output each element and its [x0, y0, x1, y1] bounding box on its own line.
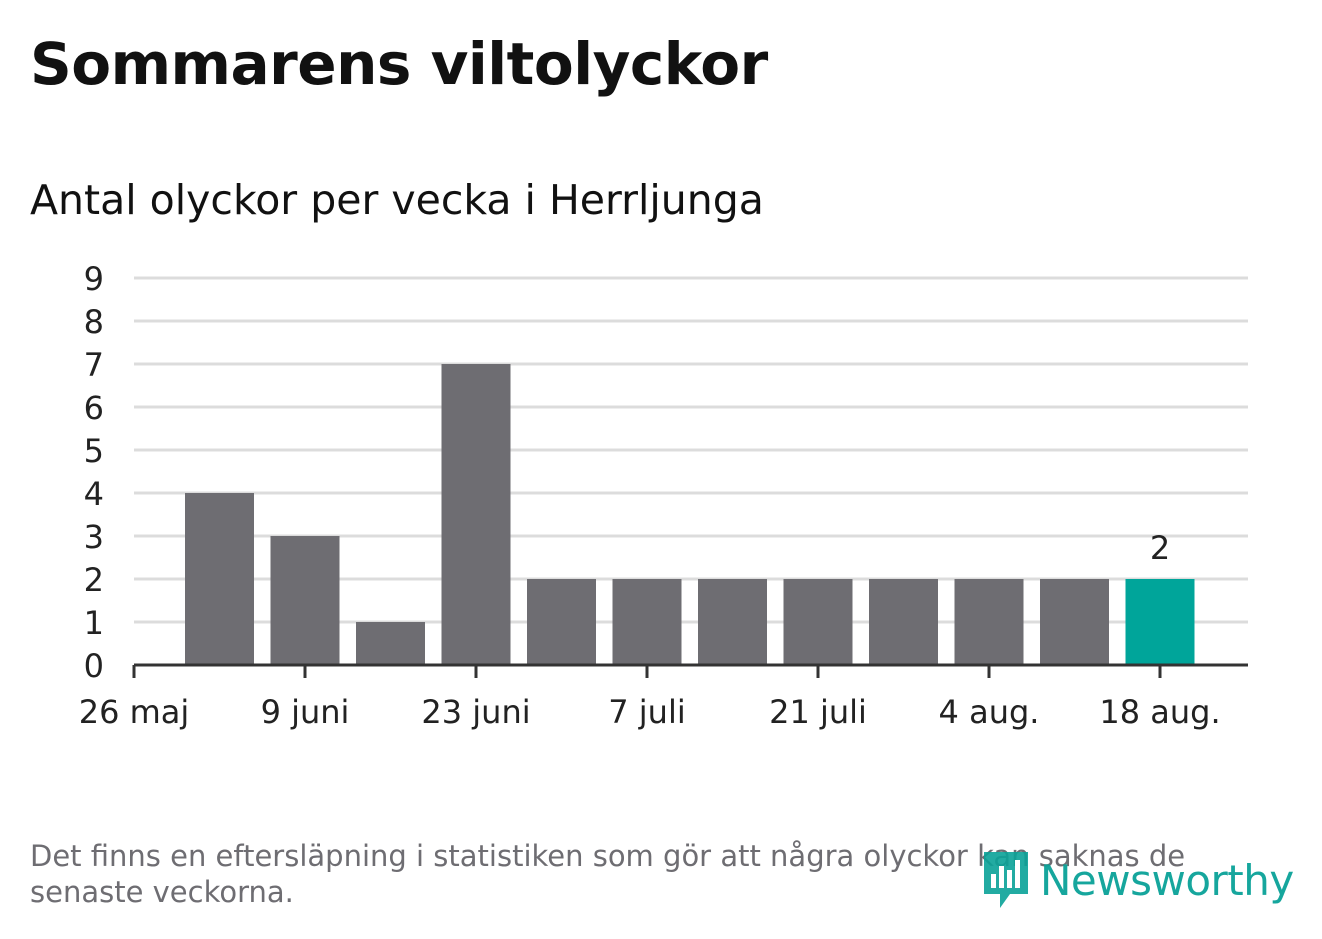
bar: [356, 622, 425, 665]
bar: [270, 536, 340, 665]
bars: [185, 364, 1195, 665]
x-tick-label: 7 juli: [608, 693, 685, 731]
y-tick-label: 7: [84, 346, 104, 384]
y-tick-label: 6: [84, 389, 104, 427]
bar: [1040, 579, 1109, 665]
x-tick-label: 9 juni: [261, 693, 350, 731]
bar-highlight: [1125, 579, 1195, 665]
y-axis-ticks: 0 1 2 3 4 5 6 7 8 9: [84, 260, 104, 685]
chart-title: Sommarens viltolyckor: [30, 30, 768, 98]
bar: [527, 579, 596, 665]
bar: [698, 579, 767, 665]
y-tick-label: 0: [84, 647, 104, 685]
x-axis: 26 maj 9 juni 23 juni 7 juli 21 juli 4 aug. 18…: [79, 663, 1248, 731]
bar: [869, 579, 938, 665]
y-tick-label: 1: [84, 604, 104, 642]
bar: [783, 579, 853, 665]
bar: [441, 364, 511, 665]
y-tick-label: 8: [84, 303, 104, 341]
x-tick-label: 4 aug.: [939, 693, 1040, 731]
bar: [185, 493, 254, 665]
newsworthy-logo-icon: [984, 852, 1028, 908]
y-tick-label: 4: [84, 475, 104, 513]
bar-chart: 0 1 2 3 4 5 6 7 8 9 2 26 maj 9 juni 23 juni 7 juli 21…: [79, 260, 1248, 731]
x-tick-label: 18 aug.: [1099, 693, 1220, 731]
brand-name: Newsworthy: [1040, 855, 1294, 905]
data-label: 2: [1150, 529, 1170, 567]
grid-lines: [134, 276, 1248, 624]
data-labels: 2: [1150, 529, 1170, 567]
chart-subtitle: Antal olyckor per vecka i Herrljunga: [30, 176, 764, 224]
bar: [954, 579, 1024, 665]
x-tick-label: 21 juli: [769, 693, 867, 731]
y-tick-label: 2: [84, 561, 104, 599]
newsworthy-logo: Newsworthy: [980, 848, 1294, 912]
y-tick-label: 3: [84, 518, 104, 556]
x-tick-label: 26 maj: [79, 693, 190, 731]
x-tick-label: 23 juni: [421, 693, 530, 731]
y-tick-label: 9: [84, 260, 104, 298]
y-tick-label: 5: [84, 432, 104, 470]
bar: [612, 579, 682, 665]
